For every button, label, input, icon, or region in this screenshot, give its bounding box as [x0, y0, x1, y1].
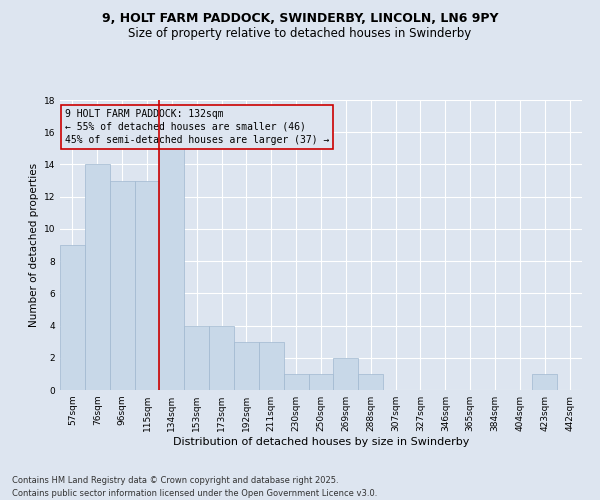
Bar	[308, 374, 334, 390]
Text: Contains HM Land Registry data © Crown copyright and database right 2025.
Contai: Contains HM Land Registry data © Crown c…	[12, 476, 377, 498]
Bar	[532, 374, 557, 390]
X-axis label: Distribution of detached houses by size in Swinderby: Distribution of detached houses by size …	[173, 437, 469, 447]
Bar	[160, 148, 184, 390]
Text: 9, HOLT FARM PADDOCK, SWINDERBY, LINCOLN, LN6 9PY: 9, HOLT FARM PADDOCK, SWINDERBY, LINCOLN…	[102, 12, 498, 26]
Text: 9 HOLT FARM PADDOCK: 132sqm
← 55% of detached houses are smaller (46)
45% of sem: 9 HOLT FARM PADDOCK: 132sqm ← 55% of det…	[65, 108, 329, 145]
Bar	[209, 326, 234, 390]
Bar	[60, 245, 85, 390]
Bar	[334, 358, 358, 390]
Text: Size of property relative to detached houses in Swinderby: Size of property relative to detached ho…	[128, 28, 472, 40]
Bar	[184, 326, 209, 390]
Bar	[234, 342, 259, 390]
Y-axis label: Number of detached properties: Number of detached properties	[29, 163, 40, 327]
Bar	[134, 180, 160, 390]
Bar	[110, 180, 134, 390]
Bar	[259, 342, 284, 390]
Bar	[358, 374, 383, 390]
Bar	[85, 164, 110, 390]
Bar	[284, 374, 308, 390]
